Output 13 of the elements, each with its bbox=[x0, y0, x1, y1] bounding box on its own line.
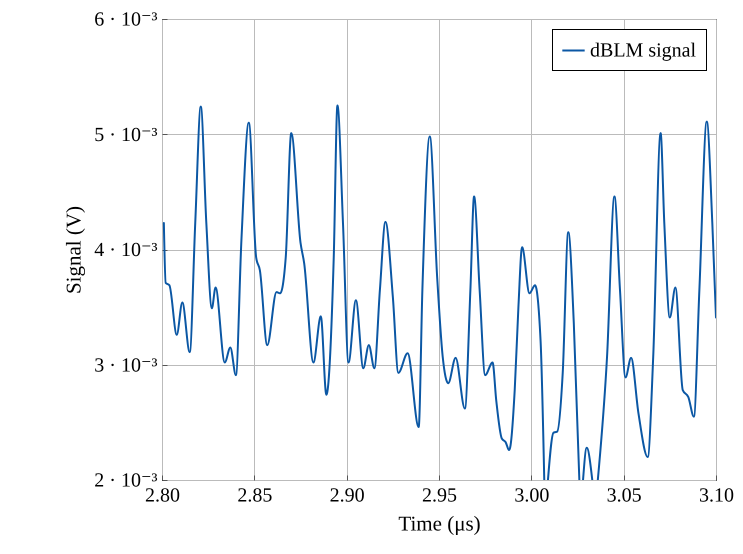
x-tick-label: 3.05 bbox=[606, 484, 642, 506]
x-axis-title: Time (μs) bbox=[398, 512, 481, 536]
y-tick-label: 3 · 10⁻³ bbox=[94, 354, 158, 376]
y-tick-label: 4 · 10⁻³ bbox=[94, 239, 158, 261]
x-tick-label: 3.00 bbox=[514, 484, 550, 506]
x-tick-label: 2.90 bbox=[330, 484, 365, 506]
y-tick-label: 5 · 10⁻³ bbox=[94, 124, 158, 146]
legend-label: dBLM signal bbox=[590, 40, 697, 62]
x-tick-label: 3.10 bbox=[699, 484, 734, 506]
x-tick-label: 2.85 bbox=[237, 484, 272, 506]
x-tick-label: 2.95 bbox=[422, 484, 457, 506]
y-axis-title: Signal (V) bbox=[61, 206, 86, 294]
y-tick-label: 6 · 10⁻³ bbox=[94, 8, 158, 30]
